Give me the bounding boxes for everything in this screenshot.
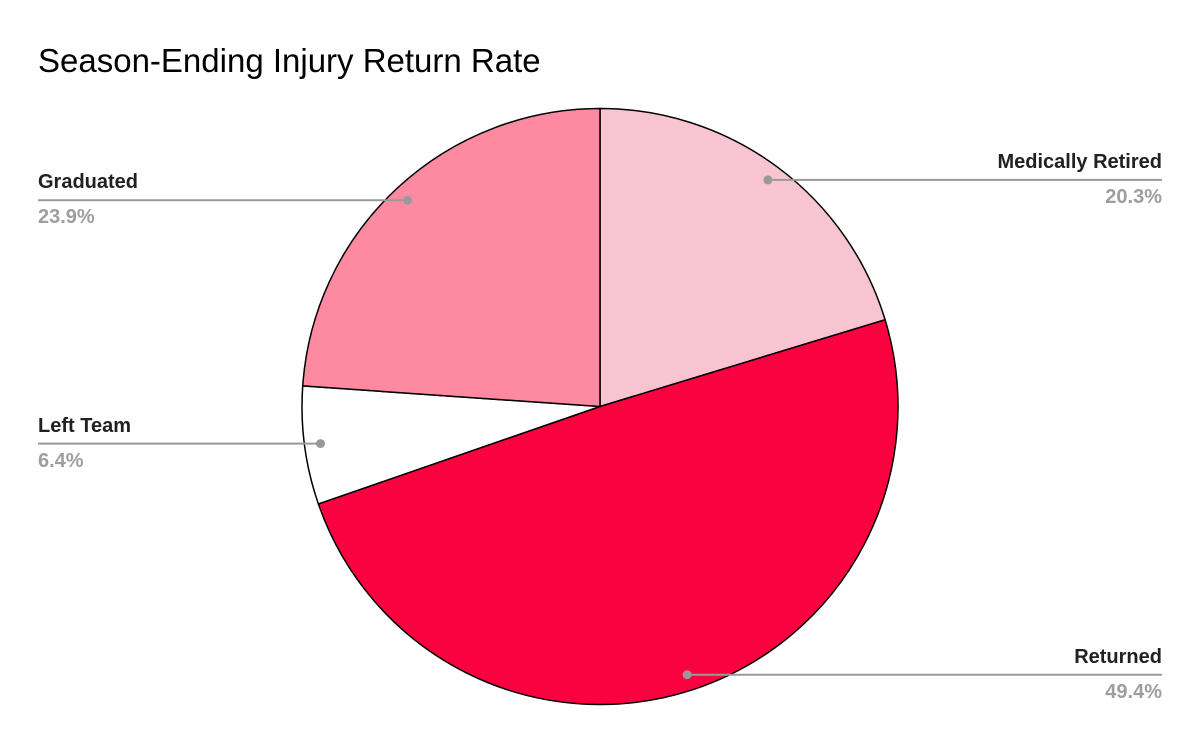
- leader-dot-graduated: [403, 195, 413, 205]
- pie-slice-left-team[interactable]: [301, 385, 601, 505]
- leader-dot-medically-retired: [763, 175, 773, 185]
- leader-dot-left-team: [316, 439, 325, 449]
- pie-slice-graduated[interactable]: [301, 107, 601, 408]
- chart-title: Season-Ending Injury Return Rate: [38, 42, 541, 79]
- leader-dot-returned: [682, 670, 692, 680]
- pie-slice-returned[interactable]: [317, 318, 899, 706]
- pie-slice-medically-retired[interactable]: [599, 107, 887, 408]
